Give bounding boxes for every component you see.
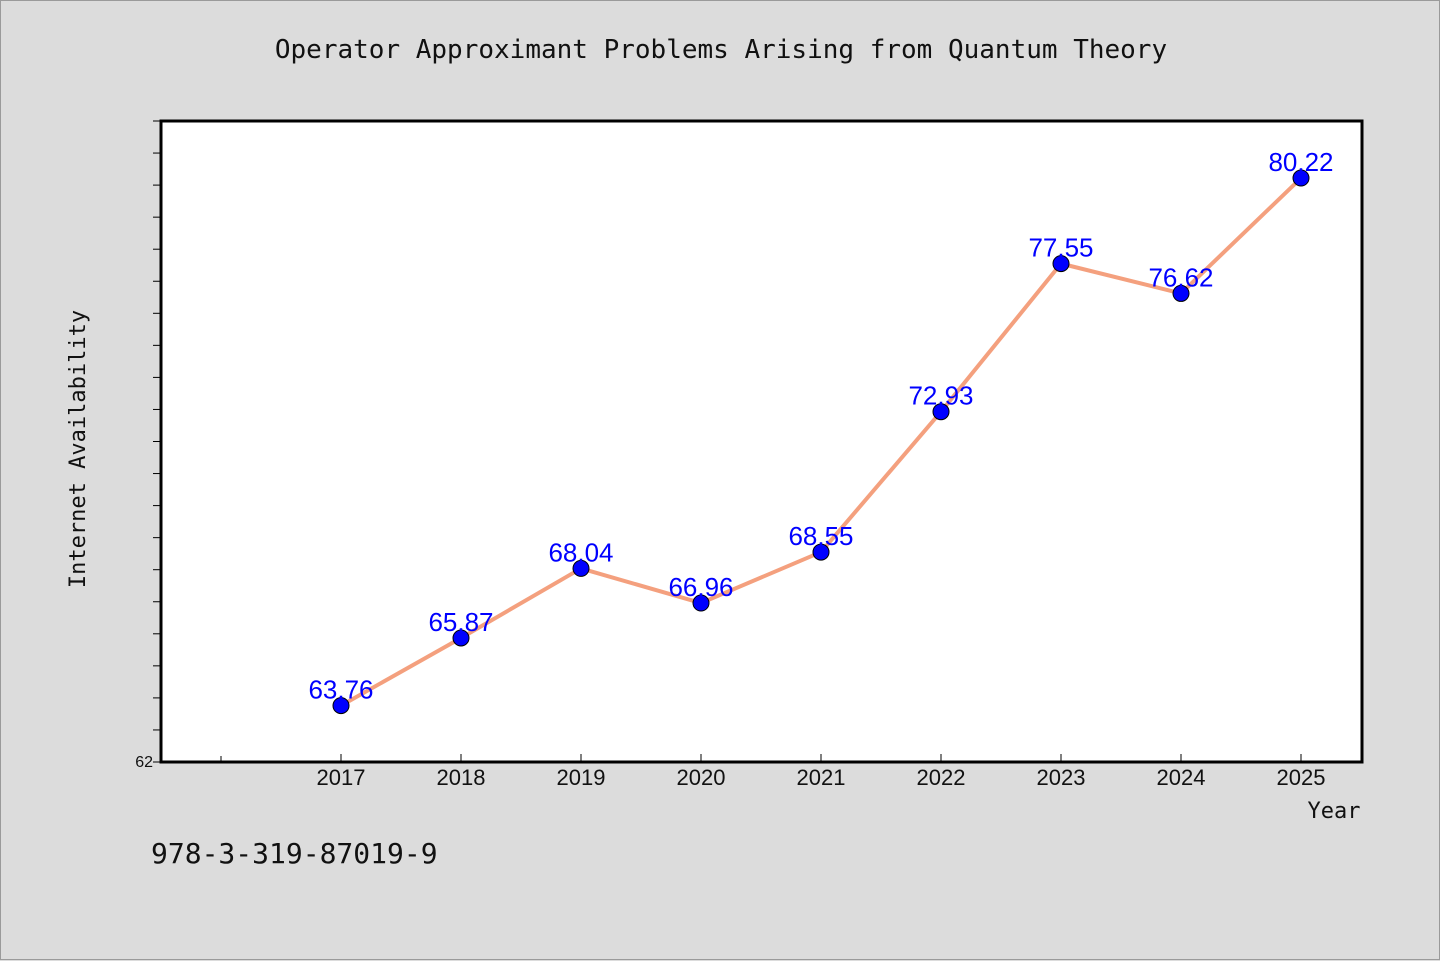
x-tick-label: 2022 [917, 765, 966, 790]
isbn-text: 978-3-319-87019-9 [151, 837, 438, 870]
data-label: 72.93 [908, 381, 973, 411]
x-tick-label: 2017 [317, 765, 366, 790]
data-label: 77.55 [1028, 233, 1093, 263]
data-point [692, 594, 710, 612]
x-axis: 2017 2018 2019 2020 2021 2022 2023 2024 2025 [220, 754, 1326, 790]
plot-area [159, 119, 1364, 764]
chart-title: Operator Approximant Problems Arising fr… [274, 35, 1168, 65]
data-point [332, 697, 350, 715]
data-label: 66.96 [668, 572, 733, 602]
y-axis-title: Internet Availability [66, 310, 91, 588]
y-tick-label: 62 [135, 754, 153, 771]
x-tick-label: 2019 [557, 765, 606, 790]
data-label: 80.22 [1268, 147, 1333, 177]
data-labels-group: 63.76 65.87 68.04 66.96 68.55 72.93 77.55 76.62… [308, 147, 1333, 705]
x-tick-label: 2025 [1277, 765, 1326, 790]
x-tick-label: 2024 [1157, 765, 1206, 790]
data-point [1292, 169, 1310, 187]
markers-group [332, 169, 1310, 715]
x-tick-label: 2023 [1037, 765, 1086, 790]
data-point [812, 543, 830, 561]
data-label: 68.04 [548, 537, 613, 567]
data-point [572, 559, 590, 577]
data-point [932, 403, 950, 421]
data-label: 68.55 [788, 521, 853, 551]
x-tick-label: 2018 [437, 765, 486, 790]
data-label: 65.87 [428, 607, 493, 637]
data-label: 76.62 [1148, 262, 1213, 292]
data-point [1172, 284, 1190, 302]
data-point [452, 629, 470, 647]
data-label: 63.76 [308, 675, 373, 705]
y-axis: 62 [135, 120, 161, 771]
x-tick-label: 2020 [677, 765, 726, 790]
data-point [1052, 255, 1070, 273]
x-tick-label: 2021 [797, 765, 846, 790]
x-axis-title: Year [1308, 799, 1361, 824]
